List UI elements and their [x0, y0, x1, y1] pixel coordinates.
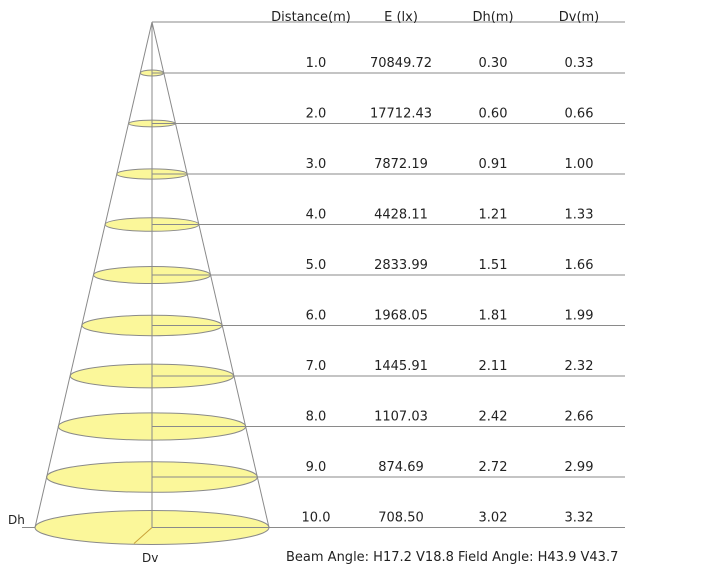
- cell-illuminance: 1107.03: [374, 410, 428, 425]
- cell-illuminance: 70849.72: [370, 56, 432, 71]
- header-dh: Dh(m): [472, 10, 513, 25]
- cell-illuminance: 874.69: [378, 460, 424, 475]
- cell-illuminance: 708.50: [378, 511, 424, 526]
- cell-distance: 8.0: [306, 410, 327, 425]
- dv-indicator: [133, 527, 153, 544]
- cell-illuminance: 1445.91: [374, 359, 428, 374]
- cell-dv: 2.32: [565, 359, 594, 374]
- cell-dv: 1.66: [565, 258, 594, 273]
- cell-illuminance: 2833.99: [374, 258, 428, 273]
- cell-dh: 2.72: [479, 460, 508, 475]
- cell-illuminance: 17712.43: [370, 107, 432, 122]
- cell-dv: 1.99: [565, 309, 594, 324]
- cell-dv: 3.32: [565, 511, 594, 526]
- cell-dv: 1.33: [565, 208, 594, 223]
- cone-layer: [22, 21, 270, 545]
- beam-field-angle-footer: Beam Angle: H17.2 V18.8 Field Angle: H43…: [286, 550, 618, 565]
- cell-distance: 6.0: [306, 309, 327, 324]
- cell-distance: 2.0: [306, 107, 327, 122]
- header-dv: Dv(m): [559, 10, 600, 25]
- cell-dh: 0.30: [479, 56, 508, 71]
- cell-dh: 1.51: [479, 258, 508, 273]
- cell-distance: 10.0: [302, 511, 331, 526]
- table-rows: 1.0 70849.72 0.30 0.33 2.0 17712.43 0.60 0.66 3.…: [302, 56, 594, 526]
- cell-illuminance: 1968.05: [374, 309, 428, 324]
- cell-distance: 9.0: [306, 460, 327, 475]
- cell-distance: 7.0: [306, 359, 327, 374]
- cell-dv: 2.66: [565, 410, 594, 425]
- cell-distance: 5.0: [306, 258, 327, 273]
- cell-dh: 2.42: [479, 410, 508, 425]
- dv-axis-label: Dv: [142, 551, 158, 565]
- cell-dh: 3.02: [479, 511, 508, 526]
- dh-axis-label: Dh: [8, 513, 25, 527]
- cell-dh: 1.81: [479, 309, 508, 324]
- table-header: Distance(m) E (lx) Dh(m) Dv(m): [271, 10, 599, 25]
- cell-distance: 4.0: [306, 208, 327, 223]
- cell-dh: 0.91: [479, 157, 508, 172]
- row-lines-layer: [152, 21, 625, 528]
- cell-illuminance: 4428.11: [374, 208, 428, 223]
- header-distance: Distance(m): [271, 10, 351, 25]
- cell-dv: 1.00: [565, 157, 594, 172]
- cell-dv: 0.66: [565, 107, 594, 122]
- cell-distance: 1.0: [306, 56, 327, 71]
- cell-dh: 0.60: [479, 107, 508, 122]
- cell-distance: 3.0: [306, 157, 327, 172]
- cell-dv: 0.33: [565, 56, 594, 71]
- cell-illuminance: 7872.19: [374, 157, 428, 172]
- header-illuminance: E (lx): [384, 10, 418, 25]
- cell-dv: 2.99: [565, 460, 594, 475]
- cone-left-edge: [34, 21, 153, 528]
- cell-dh: 2.11: [479, 359, 508, 374]
- cell-dh: 1.21: [479, 208, 508, 223]
